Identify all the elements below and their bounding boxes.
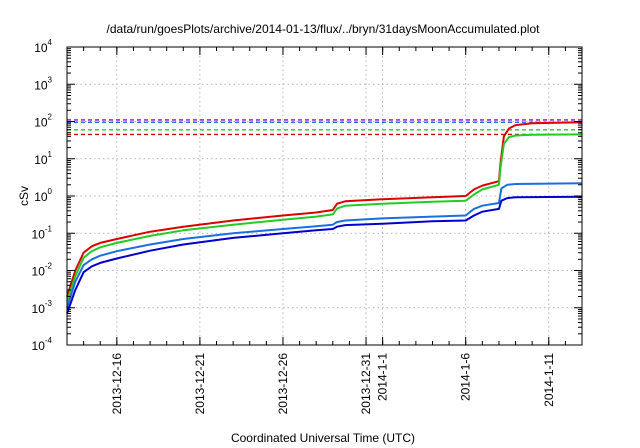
grid <box>67 47 582 345</box>
x-tick-label: 2013-12-26 <box>276 353 290 415</box>
x-tick-label: 2014-1-11 <box>542 353 556 407</box>
y-tick-exponent: 2 <box>48 113 53 122</box>
y-tick-label: 102 <box>34 113 52 130</box>
y-tick-label: 10-2 <box>32 262 53 279</box>
series-line <box>66 182 583 309</box>
y-tick-exponent: -1 <box>45 224 53 233</box>
y-tick-label: 10-4 <box>32 336 53 353</box>
y-tick-exponent: 3 <box>48 75 53 84</box>
series-line <box>66 133 583 302</box>
y-tick-label: 10-3 <box>32 299 53 316</box>
y-tick-label: 101 <box>34 150 52 167</box>
y-tick-exponent: -4 <box>45 336 53 345</box>
x-tick-label: 2013-12-31 <box>359 353 373 415</box>
y-tick-label: 103 <box>34 75 52 92</box>
threshold-lines <box>67 119 582 136</box>
x-axis-label: Coordinated Universal Time (UTC) <box>231 431 415 445</box>
x-axis: 2013-12-16 2013-12-21 2013-12-26 2013-12-31… <box>66 47 583 415</box>
y-tick-exponent: -2 <box>45 262 53 271</box>
y-axis-label: cSv <box>17 186 31 206</box>
x-tick-label: 2014-1-1 <box>376 353 390 401</box>
y-tick-label: 104 <box>34 38 52 55</box>
y-tick-exponent: 0 <box>48 187 53 196</box>
chart-title: /data/run/goesPlots/archive/2014-01-13/f… <box>107 22 541 36</box>
y-tick-label: 10-1 <box>32 224 53 241</box>
series-lines <box>66 121 583 314</box>
x-tick-label: 2013-12-21 <box>193 353 207 415</box>
y-tick-exponent: -3 <box>45 299 53 308</box>
y-tick-exponent: 4 <box>48 38 53 47</box>
series-line <box>66 195 583 314</box>
x-tick-label: 2013-12-16 <box>110 353 124 415</box>
series-line <box>66 121 583 297</box>
x-tick-label: 2014-1-6 <box>459 353 473 401</box>
y-tick-exponent: 1 <box>48 150 53 159</box>
y-tick-label: 100 <box>34 187 52 204</box>
